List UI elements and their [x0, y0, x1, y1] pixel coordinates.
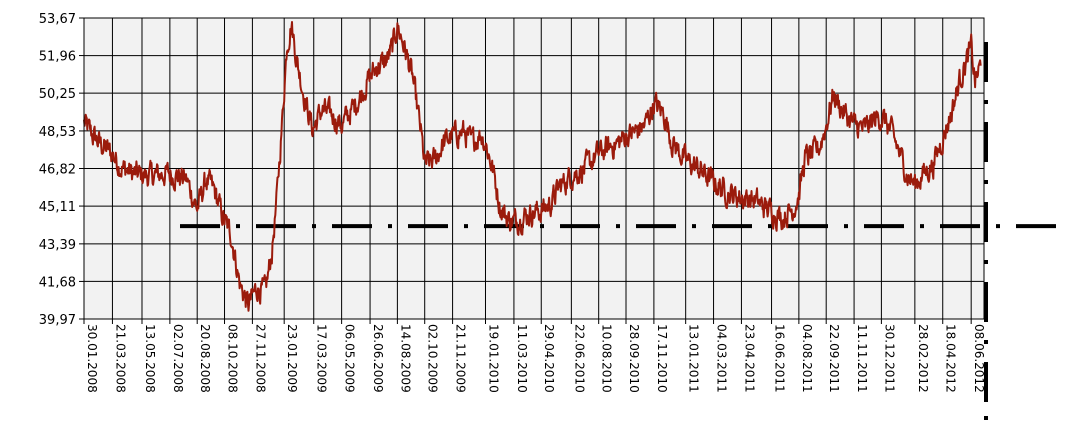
x-tick-label: 16.06.2011 [773, 324, 787, 393]
y-tick-label: 53,67 [39, 12, 76, 27]
x-tick-label: 06.05.2009 [343, 324, 357, 393]
x-tick-label: 08.06.2012 [972, 324, 986, 393]
y-tick-label: 51,96 [39, 50, 76, 65]
x-tick-label: 10.08.2010 [600, 324, 614, 393]
x-tick-label: 11.03.2010 [515, 324, 529, 393]
x-tick-label: 22.09.2011 [827, 324, 841, 393]
y-tick-label: 41,68 [39, 275, 76, 290]
y-tick-label: 39,97 [39, 313, 76, 328]
y-tick-label: 45,11 [39, 200, 76, 215]
y-axis: 53,67 51,96 50,25 48,53 46,82 45,11 43,39 41,68… [39, 12, 84, 328]
x-tick-label: 28.09.2010 [627, 324, 641, 393]
x-tick-label: 13.05.2008 [143, 324, 157, 393]
x-tick-label: 17.03.2009 [315, 324, 329, 393]
x-tick-label: 11.11.2011 [855, 324, 869, 393]
x-tick-label: 02.07.2008 [171, 324, 185, 393]
x-tick-label: 21.03.2008 [113, 324, 127, 393]
x-tick-label: 04.08.2011 [800, 324, 814, 393]
y-tick-label: 48,53 [39, 125, 76, 140]
grid [84, 18, 984, 319]
x-tick-label: 30.01.2008 [85, 324, 99, 393]
x-tick-label: 28.02.2012 [916, 324, 930, 393]
x-tick-label: 08.10.2008 [226, 324, 240, 393]
x-tick-label: 30.12.2011 [882, 324, 896, 393]
x-tick-label: 26.06.2009 [371, 324, 385, 393]
y-tick-label: 43,39 [39, 238, 76, 253]
y-tick-label: 46,82 [39, 163, 76, 178]
x-tick-label: 29.04.2010 [542, 324, 556, 393]
x-tick-label: 04.03.2011 [715, 324, 729, 393]
x-tick-label: 23.01.2009 [285, 324, 299, 393]
x-tick-label: 14.08.2009 [398, 324, 412, 393]
x-tick-label: 02.10.2009 [426, 324, 440, 393]
x-tick-label: 22.06.2010 [572, 324, 586, 393]
x-tick-label: 13.01.2011 [687, 324, 701, 393]
x-tick-label: 19.01.2010 [486, 324, 500, 393]
x-axis: 30.01.2008 21.03.2008 13.05.2008 02.07.2008… [83, 319, 986, 393]
x-tick-label: 23.04.2011 [742, 324, 756, 393]
y-tick-label: 50,25 [39, 87, 76, 102]
price-series-line [83, 21, 982, 312]
x-tick-label: 27.11.2008 [253, 324, 267, 393]
x-tick-label: 20.08.2008 [198, 324, 212, 393]
x-tick-label: 21.11.2009 [454, 324, 468, 393]
x-tick-label: 17.11.2010 [655, 324, 669, 393]
x-tick-label: 18.04.2012 [944, 324, 958, 393]
series-layer [83, 21, 982, 312]
